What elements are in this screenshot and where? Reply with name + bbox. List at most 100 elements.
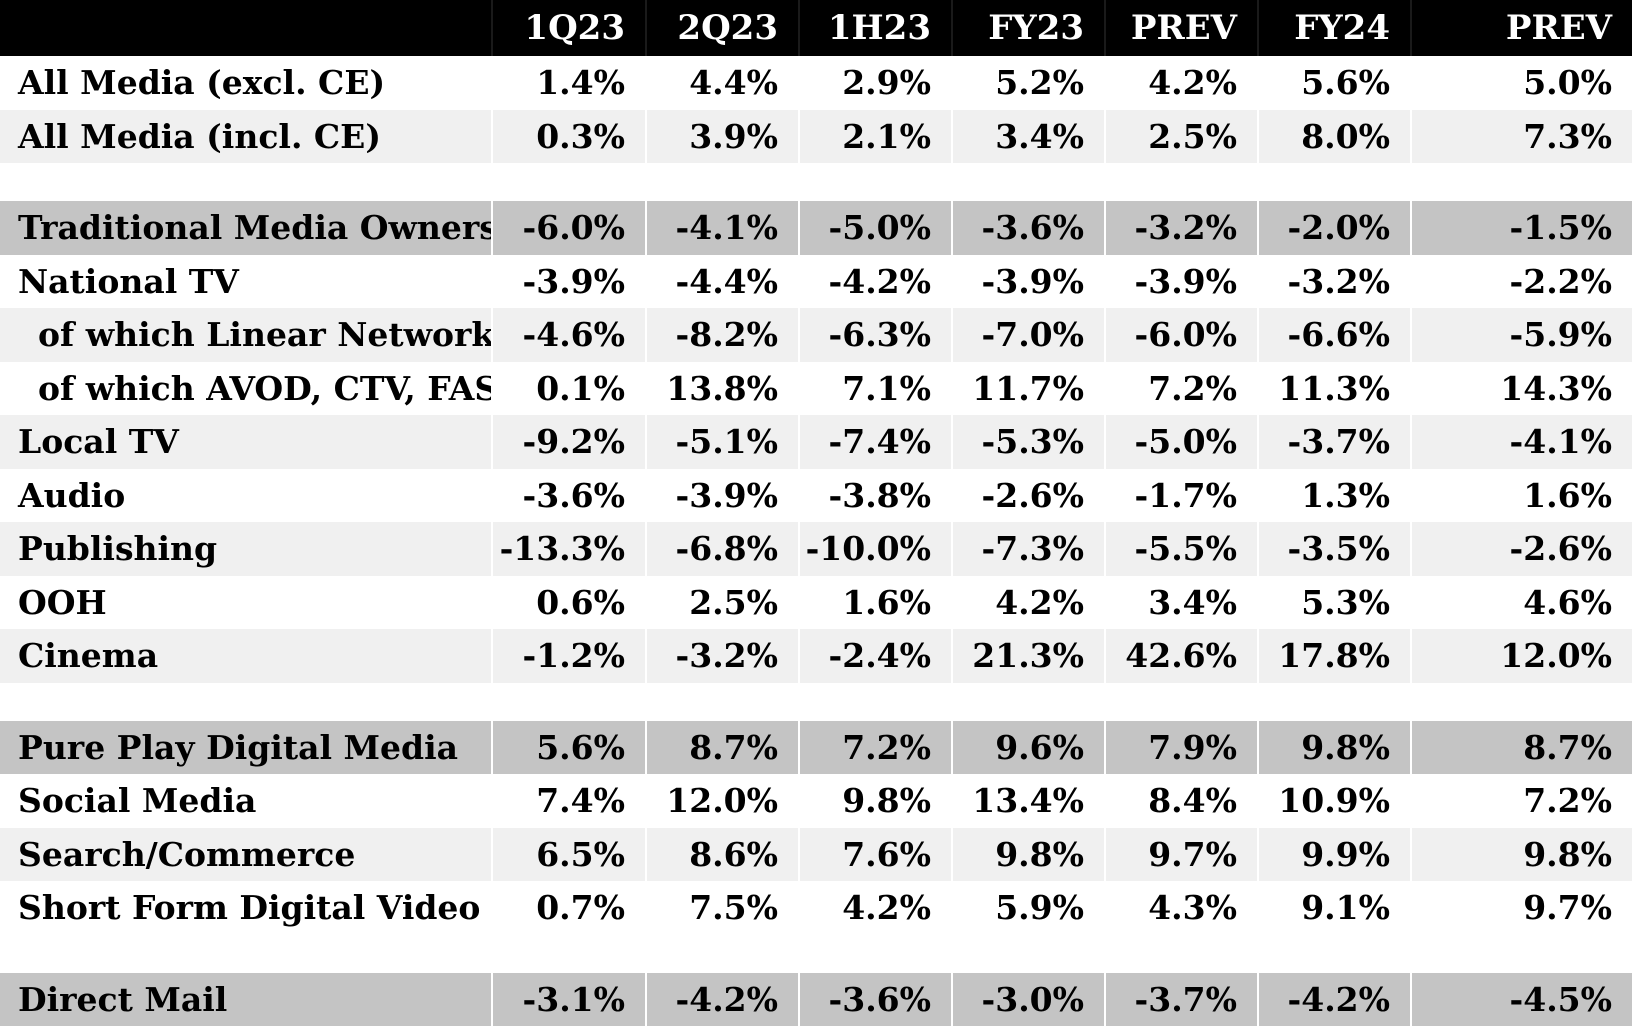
value-cell: -3.9% — [1105, 254, 1258, 308]
value-cell: -3.6% — [799, 972, 952, 1026]
total-row: Pure Play Digital Media 5.6% 8.7% 7.2% 9.6% 7… — [0, 720, 1632, 774]
value-cell: -10.0% — [799, 522, 952, 576]
spacer-row — [0, 934, 1632, 973]
value-cell: 4.2% — [1105, 56, 1258, 110]
value-cell: 13.4% — [952, 774, 1105, 828]
value-cell: 4.2% — [952, 575, 1105, 629]
row-label: of which Linear Networks — [0, 308, 492, 362]
value-cell: -3.1% — [492, 972, 646, 1026]
value-cell: 2.9% — [799, 56, 952, 110]
value-cell: -5.0% — [799, 201, 952, 255]
value-cell: 1.3% — [1258, 468, 1411, 522]
value-cell: 3.9% — [646, 109, 799, 163]
value-cell: 7.2% — [1411, 774, 1632, 828]
value-cell: 0.1% — [492, 361, 646, 415]
value-cell: -2.6% — [1411, 522, 1632, 576]
value-cell: 13.8% — [646, 361, 799, 415]
value-cell: 1.4% — [492, 56, 646, 110]
table-row: All Media (incl. CE) 0.3% 3.9% 2.1% 3.4% 2.5%… — [0, 109, 1632, 163]
value-cell: 5.0% — [1411, 56, 1632, 110]
row-label: All Media (excl. CE) — [0, 56, 492, 110]
row-label: Publishing — [0, 522, 492, 576]
value-cell: -3.8% — [799, 468, 952, 522]
value-cell: 5.6% — [1258, 56, 1411, 110]
value-cell: 0.3% — [492, 109, 646, 163]
value-cell: -4.1% — [1411, 415, 1632, 469]
value-cell: 4.6% — [1411, 575, 1632, 629]
value-cell: -5.1% — [646, 415, 799, 469]
value-cell: 11.7% — [952, 361, 1105, 415]
value-cell: -4.4% — [646, 254, 799, 308]
value-cell: 2.5% — [646, 575, 799, 629]
spacer-cell — [0, 934, 1632, 973]
value-cell: -5.0% — [1105, 415, 1258, 469]
total-row: Direct Mail -3.1% -4.2% -3.6% -3.0% -3.7% -4.2… — [0, 972, 1632, 1026]
column-header-7: PREV — [1410, 0, 1632, 56]
value-cell: 2.1% — [799, 109, 952, 163]
value-cell: 5.9% — [952, 881, 1105, 935]
value-cell: -2.6% — [952, 468, 1105, 522]
value-cell: -4.2% — [646, 972, 799, 1026]
value-cell: 12.0% — [646, 774, 799, 828]
value-cell: 7.5% — [646, 881, 799, 935]
value-cell: 9.7% — [1105, 827, 1258, 881]
value-cell: 9.9% — [1258, 827, 1411, 881]
value-cell: 11.3% — [1258, 361, 1411, 415]
value-cell: 7.6% — [799, 827, 952, 881]
value-cell: -5.3% — [952, 415, 1105, 469]
value-cell: -2.4% — [799, 629, 952, 683]
value-cell: -4.6% — [492, 308, 646, 362]
value-cell: -2.0% — [1258, 201, 1411, 255]
row-label: Traditional Media Owners — [0, 201, 492, 255]
spacer-row — [0, 682, 1632, 721]
value-cell: -1.5% — [1411, 201, 1632, 255]
table-row: OOH 0.6% 2.5% 1.6% 4.2% 3.4% 5.3% 4.6% — [0, 575, 1632, 629]
value-cell: -3.0% — [952, 972, 1105, 1026]
row-label: All Media (incl. CE) — [0, 109, 492, 163]
row-label: Direct Mail — [0, 972, 492, 1026]
row-label: Pure Play Digital Media — [0, 720, 492, 774]
header-label-cell — [0, 0, 492, 56]
spacer-row — [0, 163, 1632, 201]
value-cell: -3.7% — [1258, 415, 1411, 469]
value-cell: -3.7% — [1105, 972, 1258, 1026]
row-label: OOH — [0, 575, 492, 629]
value-cell: 10.9% — [1258, 774, 1411, 828]
value-cell: -6.6% — [1258, 308, 1411, 362]
value-cell: -2.2% — [1411, 254, 1632, 308]
value-cell: 12.0% — [1411, 629, 1632, 683]
spacer-cell — [0, 682, 1632, 721]
value-cell: 1.6% — [799, 575, 952, 629]
value-cell: 9.8% — [1411, 827, 1632, 881]
table-row: Search/Commerce 6.5% 8.6% 7.6% 9.8% 9.7% 9.9% 9… — [0, 827, 1632, 881]
value-cell: 7.4% — [492, 774, 646, 828]
value-cell: 14.3% — [1411, 361, 1632, 415]
value-cell: -3.2% — [646, 629, 799, 683]
value-cell: 2.5% — [1105, 109, 1258, 163]
value-cell: 7.2% — [799, 720, 952, 774]
table-row: Local TV -9.2% -5.1% -7.4% -5.3% -5.0% -3.7% -4… — [0, 415, 1632, 469]
value-cell: -3.2% — [1105, 201, 1258, 255]
value-cell: -4.2% — [1258, 972, 1411, 1026]
value-cell: 8.0% — [1258, 109, 1411, 163]
table-row: Audio -3.6% -3.9% -3.8% -2.6% -1.7% 1.3% 1.6% — [0, 468, 1632, 522]
column-header-6: FY24 — [1257, 0, 1411, 56]
value-cell: 0.7% — [492, 881, 646, 935]
table-row: National TV -3.9% -4.4% -4.2% -3.9% -3.9% -3.2… — [0, 254, 1632, 308]
column-header-1: 1Q23 — [491, 0, 646, 56]
value-cell: -7.0% — [952, 308, 1105, 362]
row-label: Short Form Digital Video — [0, 881, 492, 935]
row-label: Audio — [0, 468, 492, 522]
value-cell: -1.2% — [492, 629, 646, 683]
value-cell: -5.5% — [1105, 522, 1258, 576]
value-cell: -3.6% — [492, 468, 646, 522]
total-row: Traditional Media Owners -6.0% -4.1% -5.0% -… — [0, 201, 1632, 255]
value-cell: 8.7% — [646, 720, 799, 774]
value-cell: -4.5% — [1411, 972, 1632, 1026]
value-cell: -3.6% — [952, 201, 1105, 255]
value-cell: -1.7% — [1105, 468, 1258, 522]
value-cell: -6.0% — [1105, 308, 1258, 362]
table-row: All Media (excl. CE) 1.4% 4.4% 2.9% 5.2% 4.2%… — [0, 56, 1632, 110]
value-cell: -7.3% — [952, 522, 1105, 576]
